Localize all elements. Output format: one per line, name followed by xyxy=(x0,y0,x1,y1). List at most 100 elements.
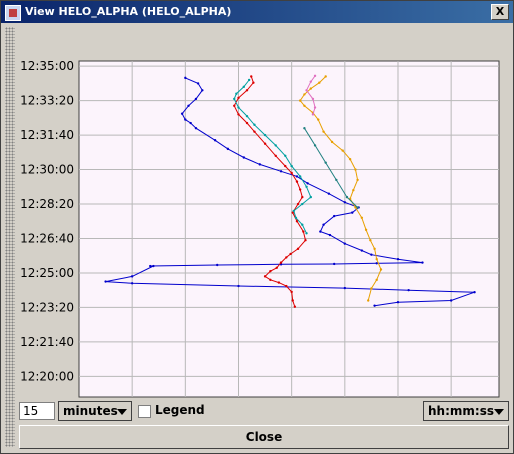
series-point xyxy=(396,301,400,304)
series-point xyxy=(130,282,134,285)
series-point xyxy=(373,304,376,307)
series-point xyxy=(305,232,308,235)
series-point xyxy=(370,287,373,290)
series-point xyxy=(313,106,317,109)
series-point xyxy=(245,121,249,125)
series-point xyxy=(302,230,305,233)
series-point xyxy=(351,211,354,214)
series-point xyxy=(285,284,288,288)
series-point xyxy=(189,121,192,125)
series-point xyxy=(290,290,293,294)
legend-checkbox[interactable] xyxy=(138,405,151,418)
series-point xyxy=(274,144,277,147)
series-point xyxy=(295,220,299,223)
series-point xyxy=(269,270,272,273)
series-point xyxy=(375,278,378,282)
series-point xyxy=(295,175,299,178)
series-point xyxy=(250,75,253,78)
series-point xyxy=(370,253,373,256)
series-point xyxy=(237,113,240,116)
series-point xyxy=(277,281,281,284)
series-point xyxy=(303,104,306,108)
series-point xyxy=(343,286,347,290)
series-point xyxy=(317,118,320,121)
series-point xyxy=(309,80,312,83)
title-bar[interactable]: View HELO_ALPHA (HELO_ALPHA) X xyxy=(1,1,513,23)
series-point xyxy=(289,252,292,256)
series-point xyxy=(311,97,315,101)
series-point xyxy=(367,299,370,302)
y-tick-label: 12:20:00 xyxy=(20,369,74,383)
close-button[interactable]: Close xyxy=(19,425,509,449)
series-point xyxy=(294,216,298,219)
series-point xyxy=(449,299,453,302)
series-point xyxy=(473,291,476,294)
series-point xyxy=(298,188,302,191)
series-point xyxy=(213,139,217,142)
series-point xyxy=(201,89,204,92)
series-point xyxy=(356,178,359,182)
series-point xyxy=(301,195,304,199)
series-point xyxy=(360,216,364,219)
time-units-dropdown[interactable]: minutes xyxy=(58,401,132,421)
series-point xyxy=(290,164,293,168)
series-point xyxy=(247,78,251,82)
series-point xyxy=(237,106,240,109)
series-point xyxy=(235,92,238,95)
plot-area xyxy=(78,60,500,398)
time-format-dropdown[interactable]: hh:mm:ss xyxy=(423,401,509,421)
series-point xyxy=(301,223,304,226)
series-point xyxy=(258,163,261,166)
chevron-down-icon xyxy=(117,409,127,415)
y-tick-label: 12:30:00 xyxy=(20,163,74,177)
series-point xyxy=(180,112,184,115)
series-point xyxy=(332,214,336,218)
series-point xyxy=(330,140,334,144)
series-point xyxy=(279,261,283,264)
series-point xyxy=(345,195,349,199)
series-point xyxy=(196,82,200,85)
series-point xyxy=(293,305,297,308)
series-point xyxy=(318,81,321,84)
series-point xyxy=(356,206,359,209)
series-point xyxy=(263,142,267,145)
series-point xyxy=(242,156,246,159)
close-icon[interactable]: X xyxy=(491,4,509,20)
series-point xyxy=(311,113,315,116)
series-point xyxy=(252,81,255,84)
series-point xyxy=(245,89,249,92)
series-point xyxy=(375,257,378,261)
series-point xyxy=(194,97,198,101)
series-point xyxy=(327,192,331,195)
series-point xyxy=(332,262,336,266)
y-tick-label: 12:21:40 xyxy=(20,335,74,349)
series-point xyxy=(313,74,317,78)
window-title: View HELO_ALPHA (HELO_ALPHA) xyxy=(25,5,232,18)
series-point xyxy=(304,239,307,242)
series-point xyxy=(354,168,357,171)
series-point xyxy=(407,288,410,292)
app-window-icon xyxy=(5,5,21,21)
resize-grip-handle[interactable] xyxy=(5,27,15,447)
legend-checkbox-label[interactable]: Legend xyxy=(155,403,205,417)
series-point xyxy=(309,87,312,90)
series-point xyxy=(369,239,372,242)
series-point xyxy=(233,104,236,108)
series-point xyxy=(295,180,299,183)
series-point xyxy=(291,299,294,302)
series-point xyxy=(237,284,240,288)
series-point xyxy=(396,257,400,261)
series-point xyxy=(298,99,302,102)
y-tick-label: 12:28:20 xyxy=(20,197,74,211)
series-point xyxy=(242,85,246,89)
time-units-label: minutes xyxy=(63,404,118,418)
series-point xyxy=(184,76,187,80)
series-point xyxy=(306,182,309,185)
series-point xyxy=(291,211,294,214)
time-count-input[interactable] xyxy=(19,402,55,420)
series-point xyxy=(375,262,378,265)
series-point xyxy=(303,93,306,96)
series-point xyxy=(305,89,308,92)
series-point xyxy=(328,233,332,237)
series-line xyxy=(303,127,358,208)
